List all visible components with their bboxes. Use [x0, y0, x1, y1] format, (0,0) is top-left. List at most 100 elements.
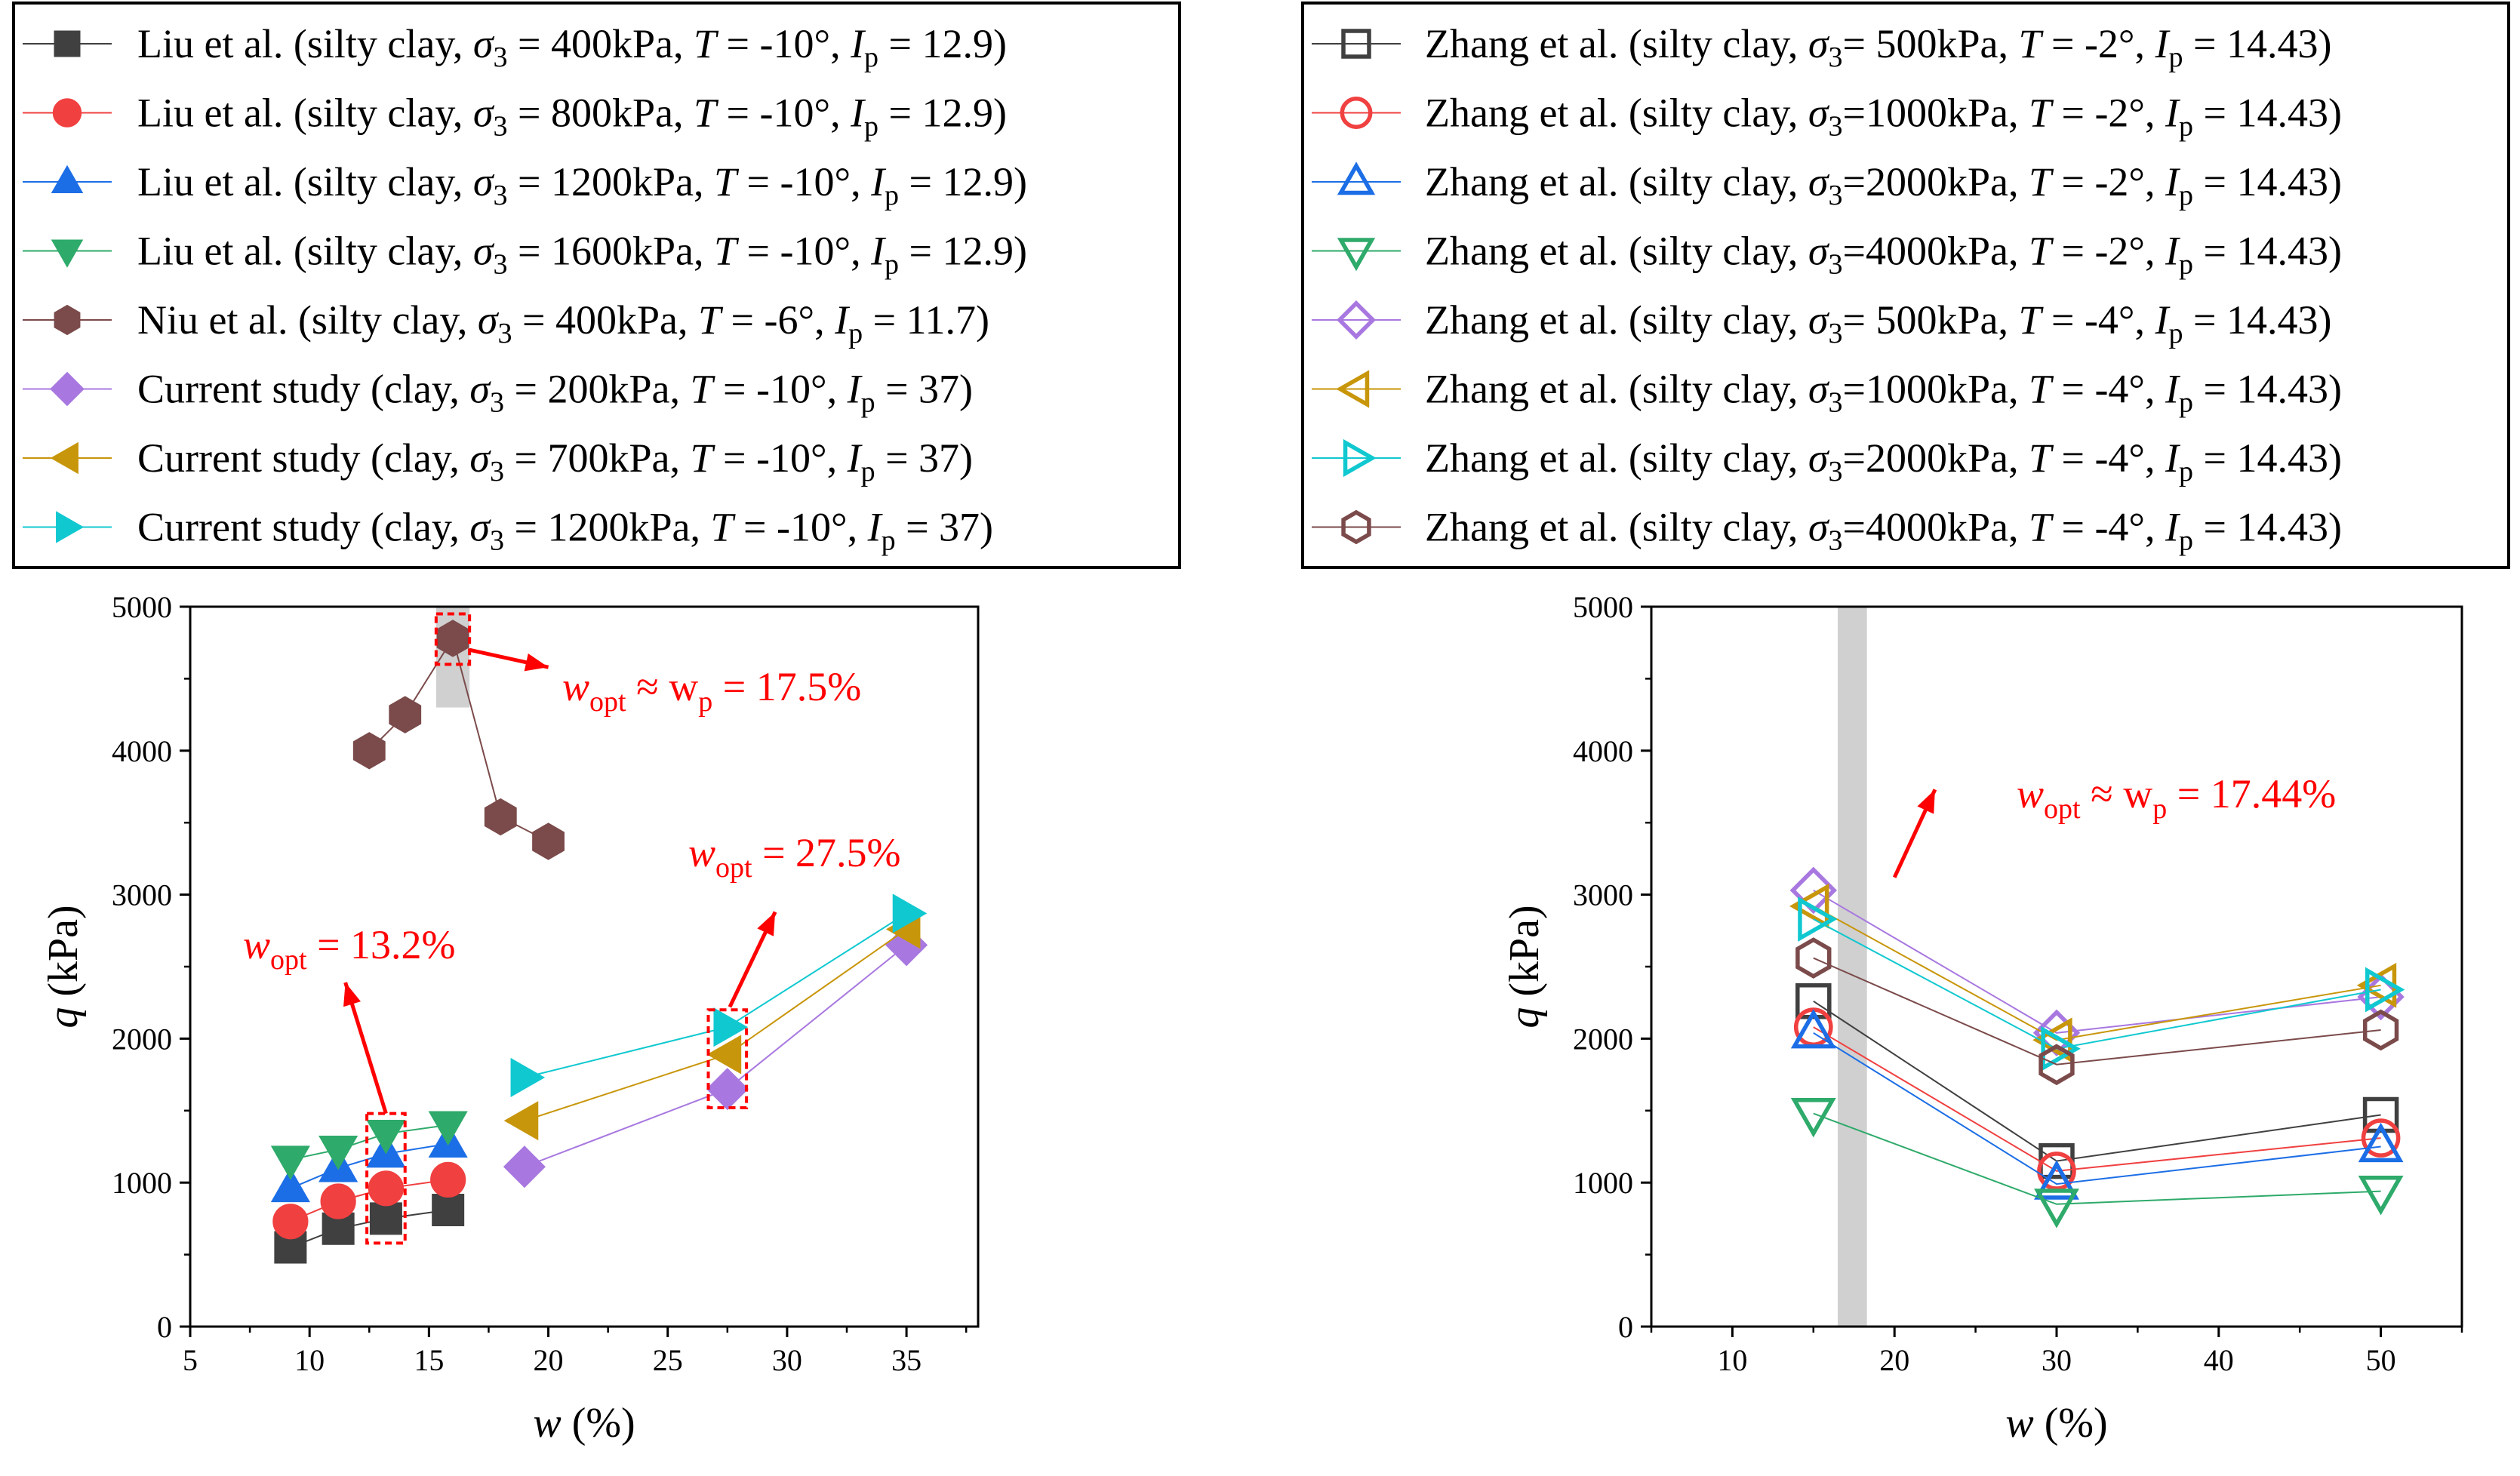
y-tick-label: 0: [1618, 1310, 1633, 1344]
legend-marker: [1340, 97, 1373, 129]
y-tick-label: 3000: [1573, 878, 1633, 912]
legend-label: Zhang et al. (silty clay, σ3= 500kPa, T …: [1425, 21, 2331, 73]
series-line: [1813, 890, 2381, 1034]
data-point: [2034, 1188, 2079, 1228]
legend-label: Zhang et al. (silty clay, σ3=4000kPa, T …: [1425, 505, 2342, 557]
series: [1793, 1007, 2401, 1191]
highlight-box-17-5: [434, 612, 472, 666]
data-point: [430, 1161, 466, 1198]
legend-entry: Zhang et al. (silty clay, σ3=1000kPa, T …: [1312, 367, 2342, 419]
legend-entry: Zhang et al. (silty clay, σ3=4000kPa, T …: [1312, 229, 2342, 281]
series-line: [1813, 1032, 2381, 1185]
data-point: [706, 1068, 749, 1111]
y-tick-label: 2000: [112, 1022, 172, 1056]
data-point: [369, 1202, 402, 1235]
legend-entry: Liu et al. (silty clay, σ3 = 1200kPa, T …: [23, 159, 1027, 211]
series-line: [290, 1124, 448, 1161]
series-line: [1813, 1026, 2381, 1172]
series-line: [290, 1142, 448, 1189]
legend-right: Zhang et al. (silty clay, σ3= 500kPa, T …: [1312, 21, 2342, 557]
legend-entry: Zhang et al. (silty clay, σ3= 500kPa, T …: [1312, 21, 2331, 73]
x-tick-label: 20: [534, 1343, 564, 1377]
legend-marker: [56, 511, 85, 543]
plot-frame: [1650, 605, 2463, 1328]
data-point: [428, 1111, 468, 1146]
legend-label: Zhang et al. (silty clay, σ3=1000kPa, T …: [1425, 91, 2342, 143]
legend-marker: [51, 165, 84, 193]
series: [1790, 1098, 2404, 1228]
legend-left: Liu et al. (silty clay, σ3 = 400kPa, T =…: [23, 21, 1027, 557]
series-line: [1813, 1112, 2381, 1205]
legend-entry: Current study (clay, σ3 = 1200kPa, T = -…: [23, 505, 993, 557]
legend-entry: Zhang et al. (silty clay, σ3= 500kPa, T …: [1312, 297, 2331, 349]
y-tick-label: 5000: [1573, 590, 1633, 624]
x-tick-label: 50: [2366, 1343, 2396, 1377]
series: [270, 1111, 468, 1180]
data-point: [2034, 1160, 2079, 1200]
series: [1795, 983, 2399, 1179]
y-tick-label: 1000: [1573, 1166, 1633, 1200]
data-point: [503, 1145, 546, 1188]
legend-entry: Zhang et al. (silty clay, σ3=2000kPa, T …: [1312, 435, 2342, 487]
data-point: [713, 1007, 749, 1047]
series-line: [290, 1209, 448, 1249]
data-point: [320, 1183, 356, 1219]
legend-entry: Zhang et al. (silty clay, σ3=2000kPa, T …: [1312, 159, 2342, 211]
data-point: [2037, 1152, 2076, 1191]
data-point: [2358, 1176, 2404, 1216]
data-point: [1798, 896, 1838, 942]
legend-label: Zhang et al. (silty clay, σ3=2000kPa, T …: [1425, 159, 2342, 211]
series-line: [1813, 918, 2381, 1050]
data-point: [503, 1101, 539, 1141]
y-tick-label: 4000: [112, 734, 172, 768]
series-line: [1813, 957, 2381, 1065]
legend-label: Current study (clay, σ3 = 1200kPa, T = -…: [137, 505, 993, 557]
data-point: [270, 1145, 310, 1180]
x-tick-label: 15: [414, 1343, 444, 1377]
legend-marker: [50, 371, 85, 407]
data-point: [366, 1119, 406, 1155]
legend-entry: Zhang et al. (silty clay, σ3=4000kPa, T …: [1312, 505, 2342, 557]
x-tick-label: 25: [653, 1343, 683, 1377]
legend-right-box: [1301, 2, 2510, 569]
legend-label: Zhang et al. (silty clay, σ3=4000kPa, T …: [1425, 229, 2342, 281]
wp-shaded-band: [1838, 607, 1867, 1327]
annotation-wopt-13-2: wopt = 13.2%: [243, 922, 456, 976]
plot-left: 5 10 15 20 25 30 35 0 1000 2000 3000 4000 5000 w (%) q…: [40, 590, 980, 1447]
series: [352, 620, 565, 860]
legend-label: Current study (clay, σ3 = 200kPa, T = -1…: [137, 367, 973, 419]
legend-marker: [1337, 238, 1376, 272]
y-tick-label: 5000: [112, 590, 172, 624]
data-point: [1790, 1008, 1836, 1049]
data-point: [1795, 937, 1832, 979]
legend-label: Liu et al. (silty clay, σ3 = 1600kPa, T …: [137, 229, 1027, 281]
plot-right: 10 20 30 40 50 0 1000 2000 3000 4000 5000 w (%) q (k…: [1501, 590, 2463, 1447]
series: [1790, 1008, 2404, 1200]
legend-label: Current study (clay, σ3 = 700kPa, T = -1…: [137, 435, 973, 487]
legend-label: Liu et al. (silty clay, σ3 = 400kPa, T =…: [137, 21, 1007, 73]
annotations-left: wopt ≈ wp = 17.5% wopt = 13.2% wopt = 27…: [243, 664, 901, 976]
y-axis-title: q (kPa): [1501, 905, 1548, 1028]
x-tick-label: 30: [2042, 1343, 2072, 1377]
data-point: [352, 732, 386, 770]
legend-label: Zhang et al. (silty clay, σ3=1000kPa, T …: [1425, 367, 2342, 419]
y-tick-label: 3000: [112, 878, 172, 912]
x-axis-title: w (%): [2005, 1400, 2107, 1447]
data-point: [318, 1135, 358, 1170]
legend-entry: Liu et al. (silty clay, σ3 = 400kPa, T =…: [23, 21, 1007, 73]
data-point: [706, 1035, 742, 1075]
legend-marker: [51, 239, 84, 268]
legend-marker: [52, 98, 82, 128]
x-tick-label: 40: [2204, 1343, 2234, 1377]
y-tick-label: 4000: [1573, 734, 1633, 768]
y-tick-label: 0: [157, 1310, 172, 1344]
data-point: [2361, 1118, 2401, 1158]
legend-marker: [1337, 161, 1376, 195]
data-point: [368, 1170, 405, 1207]
legend-marker: [1341, 29, 1371, 59]
x-tick-label: 5: [183, 1343, 198, 1377]
annotation-wopt-17-44: wopt ≈ wp = 17.44%: [2017, 771, 2336, 825]
data-point: [510, 1057, 546, 1097]
legend-marker: [54, 304, 81, 336]
